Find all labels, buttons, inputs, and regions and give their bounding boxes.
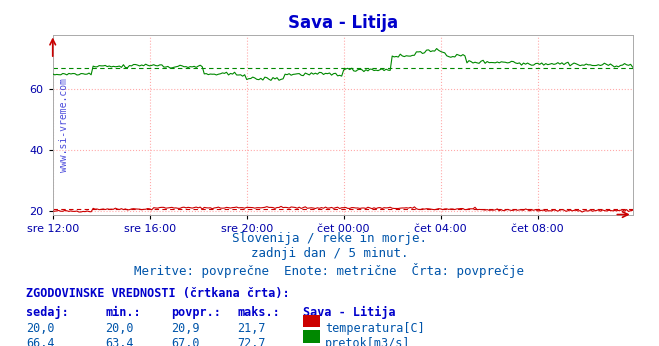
- Text: Meritve: povprečne  Enote: metrične  Črta: povprečje: Meritve: povprečne Enote: metrične Črta:…: [134, 263, 525, 278]
- Text: 20,0: 20,0: [26, 322, 55, 335]
- Text: Slovenija / reke in morje.: Slovenija / reke in morje.: [232, 232, 427, 245]
- Text: 67,0: 67,0: [171, 337, 200, 346]
- Text: ZGODOVINSKE VREDNOSTI (črtkana črta):: ZGODOVINSKE VREDNOSTI (črtkana črta):: [26, 287, 290, 300]
- Text: sedaj:: sedaj:: [26, 306, 69, 319]
- Text: 72,7: 72,7: [237, 337, 266, 346]
- Text: 21,7: 21,7: [237, 322, 266, 335]
- Title: Sava - Litija: Sava - Litija: [287, 13, 398, 31]
- Text: zadnji dan / 5 minut.: zadnji dan / 5 minut.: [251, 247, 408, 261]
- Text: 63,4: 63,4: [105, 337, 134, 346]
- Text: 20,0: 20,0: [105, 322, 134, 335]
- Text: 66,4: 66,4: [26, 337, 55, 346]
- Text: maks.:: maks.:: [237, 306, 280, 319]
- Text: min.:: min.:: [105, 306, 141, 319]
- Text: povpr.:: povpr.:: [171, 306, 221, 319]
- Text: Sava - Litija: Sava - Litija: [303, 306, 396, 319]
- Text: www.si-vreme.com: www.si-vreme.com: [59, 78, 69, 172]
- Text: temperatura[C]: temperatura[C]: [325, 322, 424, 335]
- Text: 20,9: 20,9: [171, 322, 200, 335]
- Text: pretok[m3/s]: pretok[m3/s]: [325, 337, 411, 346]
